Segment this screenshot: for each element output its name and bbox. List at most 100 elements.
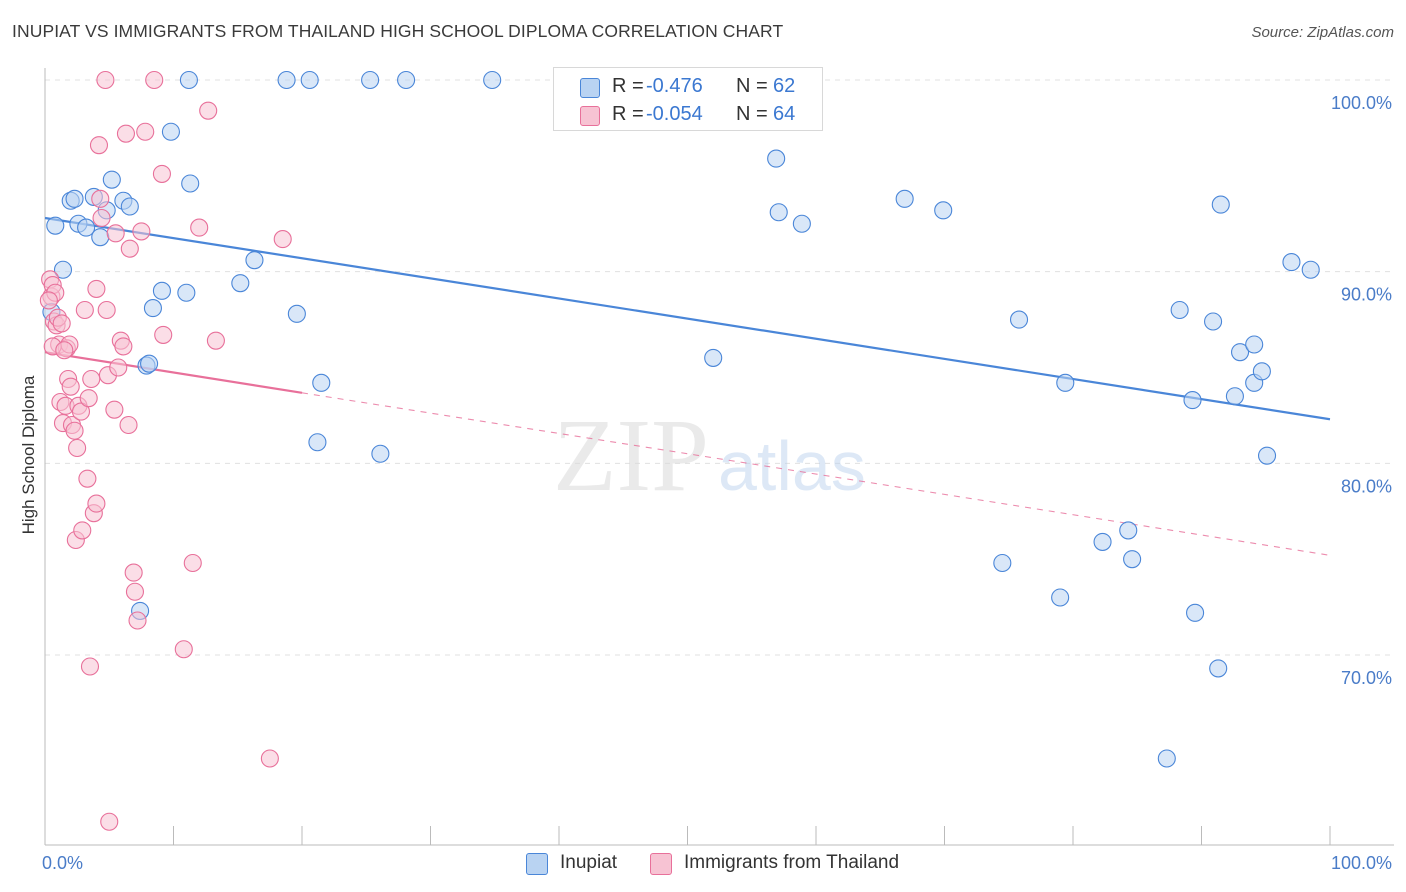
data-point-inupiat (371, 444, 390, 463)
data-point-thailand (91, 189, 110, 208)
data-point-thailand (124, 563, 143, 582)
data-point-inupiat (277, 70, 296, 90)
data-point-thailand (71, 402, 91, 421)
legend-n-label: N = (736, 103, 768, 125)
data-point-thailand (89, 136, 109, 155)
data-point-inupiat (120, 197, 139, 216)
data-point-inupiat (152, 281, 171, 300)
watermark: ZIP atlas (553, 398, 866, 513)
data-point-thailand (73, 521, 92, 540)
data-point-inupiat (704, 348, 723, 367)
data-point-inupiat (1204, 312, 1223, 331)
bottom-swatch-pink (650, 853, 672, 875)
legend-n-value: 64 (773, 103, 796, 125)
data-point-inupiat (1209, 659, 1228, 678)
data-point-inupiat (1093, 532, 1112, 551)
trend-line-dashed-1 (301, 392, 1331, 556)
data-point-thailand (154, 325, 173, 344)
legend-r-label: R = (612, 75, 644, 97)
data-point-inupiat (1225, 387, 1244, 406)
data-point-thailand (152, 164, 171, 183)
data-point-thailand (136, 122, 155, 141)
data-point-inupiat (308, 433, 327, 452)
bottom-legend-thailand[interactable]: Immigrants from Thailand (650, 851, 920, 877)
data-point-inupiat (161, 122, 180, 141)
data-point-thailand (105, 400, 124, 419)
data-point-inupiat (65, 189, 84, 208)
data-point-inupiat (102, 170, 121, 189)
data-point-inupiat (77, 218, 96, 237)
bottom-legend-label: Immigrants from Thailand (684, 852, 900, 873)
data-point-inupiat (1186, 603, 1205, 622)
legend-swatch-blue (580, 78, 600, 98)
data-point-thailand (120, 239, 139, 258)
data-point-thailand (92, 208, 111, 228)
data-point-thailand (79, 389, 98, 408)
y-tick-label: 100.0% (1331, 93, 1392, 113)
data-point-inupiat (1211, 195, 1230, 214)
data-point-inupiat (91, 228, 110, 247)
data-point-inupiat (1056, 373, 1075, 392)
bottom-legend-inupiat[interactable]: Inupiat (526, 851, 636, 877)
bottom-swatch-blue (526, 853, 548, 875)
legend-r-value: -0.476 (646, 75, 703, 97)
data-point-inupiat (181, 174, 200, 193)
legend-n-label: N = (736, 75, 768, 97)
y-tick-label: 70.0% (1341, 668, 1392, 688)
data-point-inupiat (1231, 343, 1250, 362)
watermark-zip: ZIP (553, 398, 709, 513)
data-point-thailand (125, 582, 144, 601)
gridlines (45, 79, 1394, 656)
data-point-inupiat (361, 70, 380, 90)
data-point-inupiat (1301, 260, 1320, 279)
data-point-thailand (96, 70, 115, 90)
data-point-inupiat (1257, 446, 1277, 465)
data-point-thailand (128, 611, 147, 630)
data-point-thailand (87, 279, 106, 298)
data-point-thailand (273, 230, 292, 249)
data-point-inupiat (245, 251, 264, 270)
data-point-thailand (183, 553, 202, 573)
data-point-thailand (55, 341, 74, 360)
legend-swatch-pink (580, 106, 600, 126)
data-point-inupiat (312, 373, 331, 392)
data-point-thailand (119, 415, 138, 435)
y-tick-label: 80.0% (1341, 476, 1392, 496)
data-point-thailand (87, 494, 106, 513)
data-point-thailand (199, 101, 218, 120)
data-point-inupiat (483, 70, 502, 90)
trend-line-solid-1 (44, 351, 303, 394)
data-point-thailand (190, 218, 209, 237)
data-point-inupiat (1245, 335, 1264, 354)
data-point-inupiat (1183, 391, 1202, 410)
data-point-inupiat (46, 216, 65, 235)
legend-r-label: R = (612, 103, 644, 125)
trend-lines (44, 216, 1331, 556)
legend-row-inupiat: R = -0.476 N = 62 (554, 73, 822, 101)
x-tick-label-min: 0.0% (42, 853, 83, 873)
legend-n-value: 62 (773, 75, 796, 97)
data-point-thailand (260, 749, 279, 768)
data-point-inupiat (53, 260, 73, 279)
stats-legend: R = -0.476 N = 62 R = -0.054 N = 64 (553, 67, 823, 131)
data-point-inupiat (1170, 300, 1189, 320)
data-point-thailand (109, 358, 128, 377)
data-point-thailand (206, 331, 225, 350)
data-point-thailand (132, 222, 151, 241)
axes (44, 68, 1394, 846)
data-point-thailand (145, 70, 164, 90)
chart-title: INUPIAT VS IMMIGRANTS FROM THAILAND HIGH… (12, 21, 784, 41)
data-point-thailand (116, 124, 136, 143)
data-point-thailand (97, 300, 116, 320)
data-point-inupiat (231, 274, 250, 293)
bottom-legend-label: Inupiat (560, 852, 618, 873)
legend-row-thailand: R = -0.054 N = 64 (554, 101, 822, 129)
tick-labels: 70.0% 80.0% 90.0% 100.0% 0.0% 100.0% (42, 93, 1392, 873)
data-point-inupiat (993, 553, 1012, 573)
data-point-inupiat (1123, 550, 1142, 569)
data-point-inupiat (177, 283, 196, 302)
data-point-inupiat (179, 70, 198, 90)
data-point-thailand (68, 438, 87, 458)
data-point-inupiat (1157, 749, 1176, 768)
